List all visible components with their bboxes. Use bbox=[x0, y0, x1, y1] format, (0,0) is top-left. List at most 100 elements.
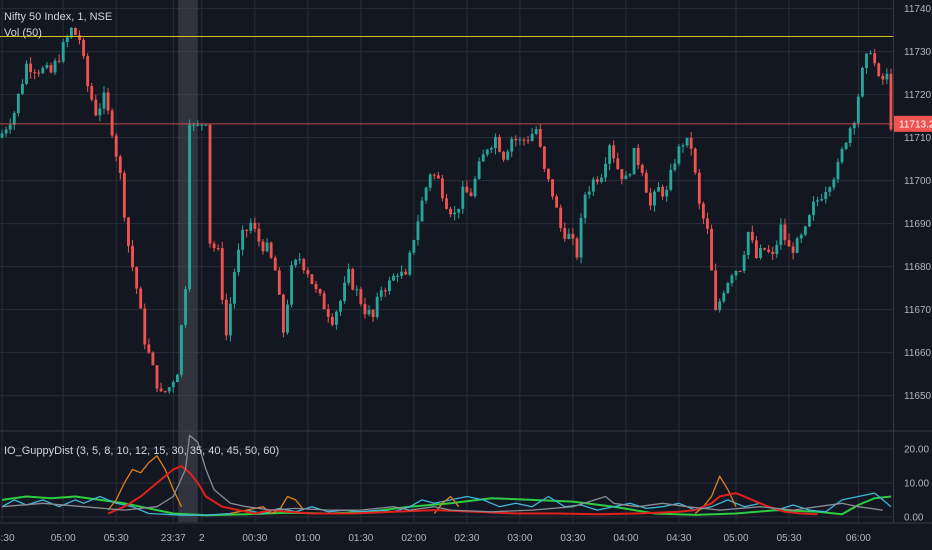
candle-body bbox=[228, 303, 232, 336]
candle-body bbox=[4, 129, 8, 134]
candle-body bbox=[74, 27, 77, 36]
candle-body bbox=[233, 272, 236, 304]
candle-body bbox=[877, 63, 881, 76]
candle-body bbox=[661, 186, 665, 197]
candle-body bbox=[404, 271, 408, 275]
candle-body bbox=[49, 64, 53, 73]
candle-body bbox=[416, 221, 420, 241]
candle-body bbox=[595, 179, 599, 182]
candle-body bbox=[318, 289, 322, 294]
time-tick-label: 01:00 bbox=[295, 533, 320, 544]
candle-body bbox=[139, 288, 143, 309]
candle-body bbox=[754, 240, 758, 258]
indicator-legend[interactable]: IO_GuppyDist (3, 5, 8, 10, 12, 15, 30, 3… bbox=[4, 445, 280, 457]
candle-body bbox=[0, 133, 4, 138]
candle-body bbox=[738, 270, 742, 272]
candle-body bbox=[873, 53, 877, 64]
candle-body bbox=[294, 259, 298, 266]
candle-body bbox=[453, 212, 457, 215]
candle-body bbox=[155, 365, 159, 389]
candle-body bbox=[551, 179, 554, 197]
candle-body bbox=[408, 252, 412, 275]
candle-body bbox=[436, 175, 440, 179]
candle-body bbox=[428, 174, 432, 188]
candle-body bbox=[885, 73, 889, 80]
candle-body bbox=[371, 309, 375, 318]
time-tick-label: 03:00 bbox=[507, 533, 532, 544]
candle-body bbox=[343, 282, 346, 302]
candle-body bbox=[465, 186, 469, 193]
candlestick-series bbox=[0, 27, 893, 394]
candle-body bbox=[445, 198, 448, 209]
time-tick-label: 23:37 bbox=[161, 533, 186, 544]
candle-body bbox=[90, 86, 94, 100]
candle-body bbox=[33, 72, 37, 74]
candle-body bbox=[334, 311, 338, 325]
candle-body bbox=[763, 248, 766, 250]
candle-body bbox=[469, 192, 473, 197]
candle-body bbox=[477, 161, 481, 179]
candle-body bbox=[591, 179, 595, 192]
candle-body bbox=[510, 138, 514, 152]
candle-body bbox=[530, 133, 534, 141]
candle-body bbox=[241, 229, 245, 250]
price-and-time-scales[interactable]: 11740.00 11730.00 11720.00 11710.00 11700.00… bbox=[0, 4, 932, 544]
candle-body bbox=[200, 124, 204, 126]
price-tick-label: 11650.00 bbox=[904, 391, 932, 402]
candle-body bbox=[127, 217, 130, 246]
candle-body bbox=[237, 249, 240, 273]
candle-body bbox=[355, 289, 359, 291]
time-tick-label: 03:30 bbox=[560, 533, 585, 544]
candle-body bbox=[648, 192, 652, 206]
candle-body bbox=[710, 228, 713, 271]
candle-body bbox=[432, 174, 436, 176]
candle-body bbox=[481, 154, 485, 162]
candle-body bbox=[852, 122, 856, 129]
candle-body bbox=[143, 308, 147, 345]
candle-body bbox=[367, 309, 371, 315]
candle-body bbox=[787, 240, 791, 247]
candle-body bbox=[8, 124, 12, 130]
candle-body bbox=[216, 248, 220, 250]
candle-body bbox=[742, 254, 746, 272]
candle-body bbox=[828, 187, 832, 193]
time-tick-label: 05:00 bbox=[51, 533, 76, 544]
candle-body bbox=[775, 244, 779, 255]
time-tick-label: 2 bbox=[199, 533, 205, 544]
volume-legend[interactable]: Vol (50) bbox=[4, 27, 42, 39]
candle-body bbox=[714, 270, 718, 310]
candle-body bbox=[290, 265, 293, 305]
price-tick-label: 11720.00 bbox=[904, 90, 932, 101]
candle-body bbox=[363, 304, 367, 315]
candle-body bbox=[253, 222, 257, 229]
candle-body bbox=[53, 60, 57, 73]
candle-body bbox=[461, 186, 465, 209]
candle-body bbox=[310, 274, 314, 284]
candle-body bbox=[832, 179, 836, 188]
candle-body bbox=[693, 148, 697, 173]
candle-body bbox=[624, 175, 628, 180]
candle-body bbox=[25, 63, 28, 84]
candle-body bbox=[771, 251, 775, 255]
candle-body bbox=[159, 388, 163, 392]
candle-body bbox=[78, 35, 81, 40]
candle-body bbox=[106, 92, 110, 111]
candle-body bbox=[110, 110, 114, 136]
candle-body bbox=[848, 128, 852, 143]
symbol-legend[interactable]: Nifty 50 Index, 1, NSE bbox=[4, 11, 113, 23]
candle-body bbox=[412, 240, 416, 253]
candle-body bbox=[82, 39, 86, 57]
candle-body bbox=[791, 246, 795, 253]
candle-body bbox=[587, 191, 591, 195]
last-price-label: 11713.20 bbox=[894, 115, 932, 132]
time-tick-label: 04:30 bbox=[0, 533, 15, 544]
candle-body bbox=[840, 149, 844, 163]
candle-body bbox=[636, 147, 640, 166]
candle-body bbox=[726, 283, 730, 293]
candle-body bbox=[45, 64, 49, 68]
candle-body bbox=[302, 259, 306, 271]
candle-body bbox=[396, 275, 399, 277]
candle-body bbox=[640, 165, 644, 173]
